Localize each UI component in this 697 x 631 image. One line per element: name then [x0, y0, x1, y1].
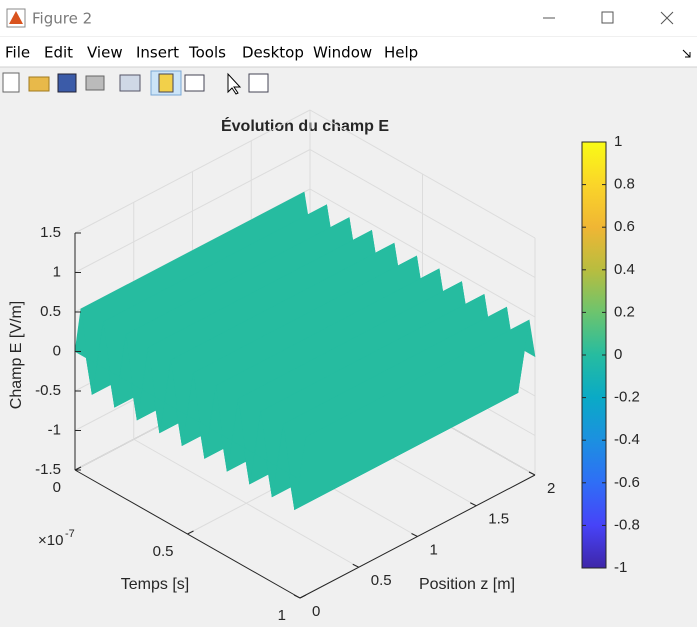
y-axis-label: Temps [s] [121, 576, 189, 593]
tick-mark [352, 563, 359, 568]
x-tick-label: 0 [312, 603, 320, 620]
z-tick-label: 1 [53, 263, 61, 280]
tick-mark [74, 466, 82, 471]
tick-mark [187, 530, 194, 535]
menu-item[interactable]: Window [313, 44, 372, 62]
menu-item[interactable]: Help [384, 44, 418, 62]
tick-mark [299, 594, 307, 599]
inspector-button[interactable] [248, 73, 269, 93]
new-button[interactable] [2, 72, 20, 93]
print-button[interactable] [85, 75, 105, 91]
y-tick-label: 0.5 [153, 543, 174, 560]
grid-line [309, 188, 536, 318]
colorbar-label: 0.2 [614, 303, 635, 320]
save-button[interactable] [57, 73, 77, 93]
x-tick-label: 1 [430, 541, 438, 558]
grid-line [309, 149, 536, 278]
x-axis-label: Position z [m] [419, 576, 515, 593]
chart-title: Évolution du champ E [221, 116, 389, 135]
z-tick-label: -1 [48, 421, 61, 438]
title-bar [0, 0, 697, 36]
surface-patch [288, 436, 307, 510]
tick-mark [470, 502, 477, 507]
close-button[interactable] [660, 11, 674, 25]
colorbar-label: 0.6 [614, 218, 635, 235]
colorbar-label: -0.8 [614, 516, 640, 533]
colorbar-label: -1 [614, 559, 627, 576]
z-tick-label: 1.5 [40, 224, 61, 241]
y-tick-label: 0 [53, 479, 61, 496]
z-tick-label: -0.5 [35, 382, 61, 399]
y-multiplier-exponent: -7 [65, 528, 75, 540]
grid-line [74, 109, 311, 234]
z-tick-label: 0 [53, 342, 61, 359]
grid-line [309, 109, 536, 239]
tick-mark [411, 533, 418, 537]
maximize-button[interactable] [601, 11, 614, 24]
colorbar-label: 0.8 [614, 176, 635, 193]
menu-item[interactable]: Tools [188, 44, 226, 62]
menu-bar [0, 37, 697, 67]
open-button[interactable] [28, 76, 50, 92]
legend-button[interactable] [184, 74, 205, 92]
y-tick-label: 1 [278, 607, 286, 624]
menu-item[interactable]: File [5, 44, 30, 62]
colorbar-button[interactable] [158, 73, 174, 93]
y-multiplier: ×10 [38, 532, 63, 549]
z-axis-label: Champ E [V/m] [8, 301, 25, 409]
colorbar-label: -0.6 [614, 474, 640, 491]
window-title: Figure 2 [32, 10, 92, 28]
menu-item[interactable]: Edit [44, 44, 73, 62]
menu-item[interactable]: Desktop [242, 44, 304, 62]
x-tick-label: 1.5 [488, 511, 509, 528]
colorbar-label: 1 [614, 133, 622, 150]
colorbar-label: 0 [614, 346, 622, 363]
grid-line [74, 149, 311, 273]
x-tick-label: 2 [547, 480, 555, 497]
select-button[interactable] [227, 72, 242, 95]
tick-mark [293, 594, 301, 599]
app-icon [6, 8, 26, 28]
toolbar [2, 70, 269, 96]
link-button[interactable] [119, 74, 141, 92]
colorbar-label: -0.4 [614, 431, 640, 448]
dock-arrow[interactable] [682, 49, 691, 58]
menu-item[interactable]: Insert [136, 44, 179, 62]
tick-mark [528, 471, 536, 476]
menu-item[interactable]: View [87, 44, 123, 62]
colorbar-label: 0.4 [614, 261, 635, 278]
z-tick-label: -1.5 [35, 461, 61, 478]
z-tick-label: 0.5 [40, 303, 61, 320]
x-tick-label: 0.5 [371, 572, 392, 589]
colorbar-label: -0.2 [614, 389, 640, 406]
